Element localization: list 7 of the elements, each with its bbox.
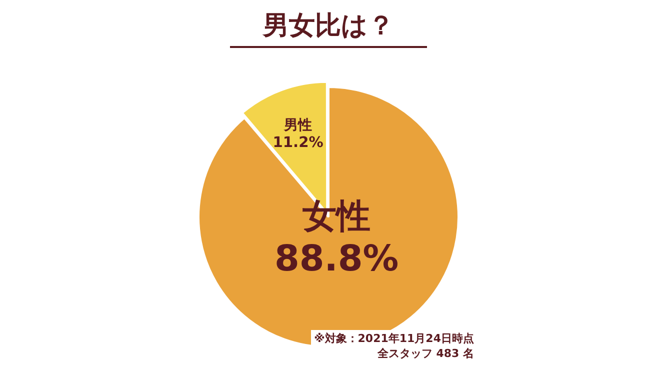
data-label: 11.2%	[272, 134, 324, 151]
text: 全スタッフ 483 名	[376, 346, 474, 361]
slice-label: 男性	[283, 117, 312, 134]
slice-label: 女性	[302, 196, 371, 236]
text: ※対象：2021年11月24日時点	[314, 331, 474, 346]
data-label: 88.8%	[274, 238, 399, 280]
chart-title: 男女比は？	[262, 10, 395, 43]
